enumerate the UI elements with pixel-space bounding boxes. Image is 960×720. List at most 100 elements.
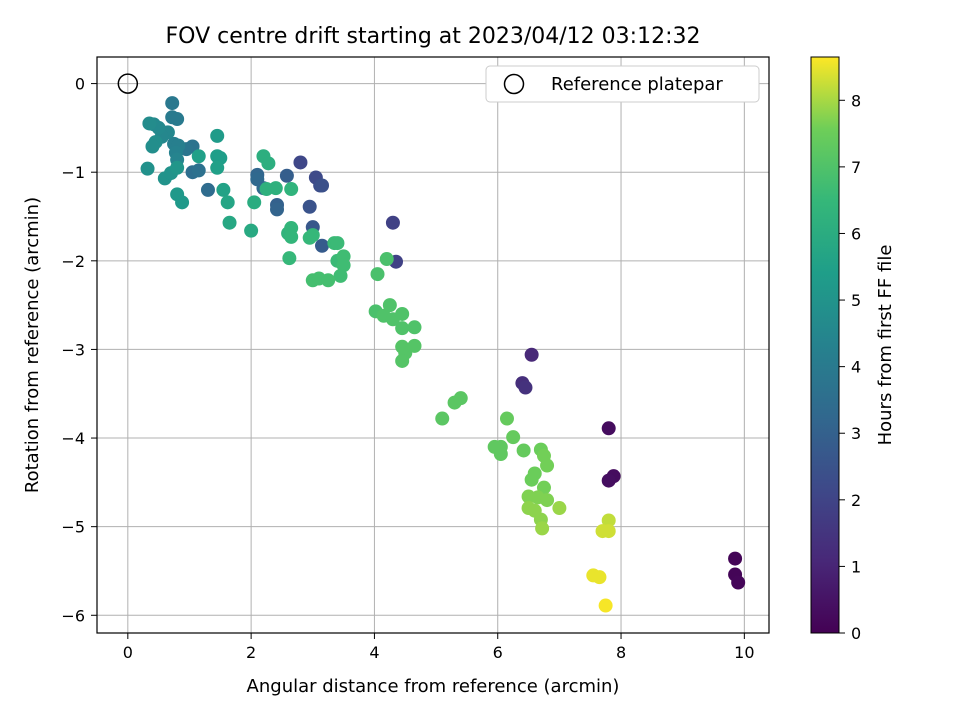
- colorbar-tick-label: 4: [851, 358, 861, 377]
- data-point: [282, 251, 297, 266]
- data-point: [321, 273, 336, 288]
- data-point: [333, 268, 348, 283]
- data-point: [453, 391, 468, 406]
- colorbar-label: Hours from first FF file: [875, 245, 896, 446]
- grid-lines: [97, 57, 769, 633]
- data-point: [385, 215, 400, 230]
- data-point: [330, 236, 345, 251]
- y-tick-label: −2: [61, 252, 85, 271]
- data-point: [216, 182, 231, 197]
- data-point: [142, 116, 157, 131]
- x-tick-label: 6: [493, 643, 503, 662]
- data-point: [284, 229, 299, 244]
- data-point: [315, 178, 330, 193]
- colorbar-gradient: [810, 56, 840, 634]
- x-tick-label: 10: [734, 643, 754, 662]
- data-point: [293, 155, 308, 170]
- data-point: [175, 195, 190, 210]
- data-point: [493, 446, 508, 461]
- data-point: [210, 128, 225, 143]
- data-point: [407, 338, 422, 353]
- data-point: [601, 524, 616, 539]
- y-tick-label: −6: [61, 606, 85, 625]
- data-point: [601, 421, 616, 436]
- x-tick-label: 4: [369, 643, 379, 662]
- data-point: [382, 298, 397, 313]
- data-point: [379, 252, 394, 267]
- data-point: [305, 228, 320, 243]
- data-point: [395, 321, 410, 336]
- data-points: [140, 96, 746, 613]
- data-point: [395, 353, 410, 368]
- y-tick-label: −1: [61, 163, 85, 182]
- data-point: [527, 466, 542, 481]
- y-tick-label: −5: [61, 518, 85, 537]
- plot-frame: [96, 56, 770, 634]
- data-point: [728, 551, 743, 566]
- data-point: [284, 182, 299, 197]
- data-point: [220, 195, 235, 210]
- data-point: [601, 473, 616, 488]
- colorbar-ticks: 0 1 2 3 4 5 6 7 8: [839, 91, 861, 643]
- data-point: [552, 501, 567, 516]
- data-point: [506, 430, 521, 445]
- data-point: [279, 168, 294, 183]
- x-axis-label: Angular distance from reference (arcmin): [247, 676, 620, 697]
- colorbar-tick-label: 1: [851, 557, 861, 576]
- x-tick-label: 2: [246, 643, 256, 662]
- data-point: [222, 215, 237, 230]
- data-point: [336, 258, 351, 273]
- x-tick-label: 8: [616, 643, 626, 662]
- y-tick-label: 0: [75, 75, 85, 94]
- legend: Reference platepar: [485, 65, 760, 103]
- data-point: [395, 306, 410, 321]
- data-point: [191, 149, 206, 164]
- data-point: [210, 160, 225, 175]
- colorbar-tick-label: 3: [851, 424, 861, 443]
- data-point: [731, 575, 746, 590]
- data-point: [407, 320, 422, 335]
- data-point: [435, 411, 450, 426]
- data-point: [170, 160, 185, 175]
- y-axis-ticks: 0 −1 −2 −3 −4 −5 −6: [61, 75, 97, 625]
- data-point: [302, 199, 317, 214]
- colorbar-tick-label: 8: [851, 91, 861, 110]
- reference-marker: [117, 73, 139, 94]
- data-point: [516, 443, 531, 458]
- data-point: [170, 112, 185, 127]
- colorbar-tick-label: 5: [851, 291, 861, 310]
- colorbar-tick-label: 6: [851, 224, 861, 243]
- data-point: [524, 347, 539, 362]
- data-point: [601, 513, 616, 528]
- data-point: [145, 139, 160, 154]
- chart-title: FOV centre drift starting at 2023/04/12 …: [166, 24, 701, 49]
- data-point: [370, 267, 385, 282]
- data-point: [592, 570, 607, 585]
- data-point: [268, 181, 283, 196]
- colorbar-tick-label: 2: [851, 491, 861, 510]
- data-point: [165, 96, 180, 111]
- legend-marker-icon: [503, 73, 525, 95]
- data-point: [535, 521, 550, 536]
- data-point: [191, 163, 206, 178]
- y-axis-label: Rotation from reference (arcmin): [22, 197, 43, 493]
- data-point: [518, 380, 533, 395]
- x-tick-label: 0: [123, 643, 133, 662]
- data-point: [315, 238, 330, 253]
- data-point: [499, 411, 514, 426]
- data-point: [540, 458, 555, 473]
- data-point: [598, 598, 613, 613]
- x-axis-ticks: 0 2 4 6 8 10: [123, 633, 755, 662]
- data-point: [247, 195, 262, 210]
- data-point: [244, 223, 259, 238]
- legend-box: [485, 65, 760, 103]
- y-tick-label: −4: [61, 429, 85, 448]
- y-tick-label: −3: [61, 340, 85, 359]
- legend-entry-label: Reference platepar: [551, 74, 723, 95]
- data-point: [270, 202, 285, 217]
- colorbar-tick-label: 7: [851, 158, 861, 177]
- data-point: [200, 182, 215, 197]
- data-point: [540, 493, 555, 508]
- data-point: [140, 161, 155, 176]
